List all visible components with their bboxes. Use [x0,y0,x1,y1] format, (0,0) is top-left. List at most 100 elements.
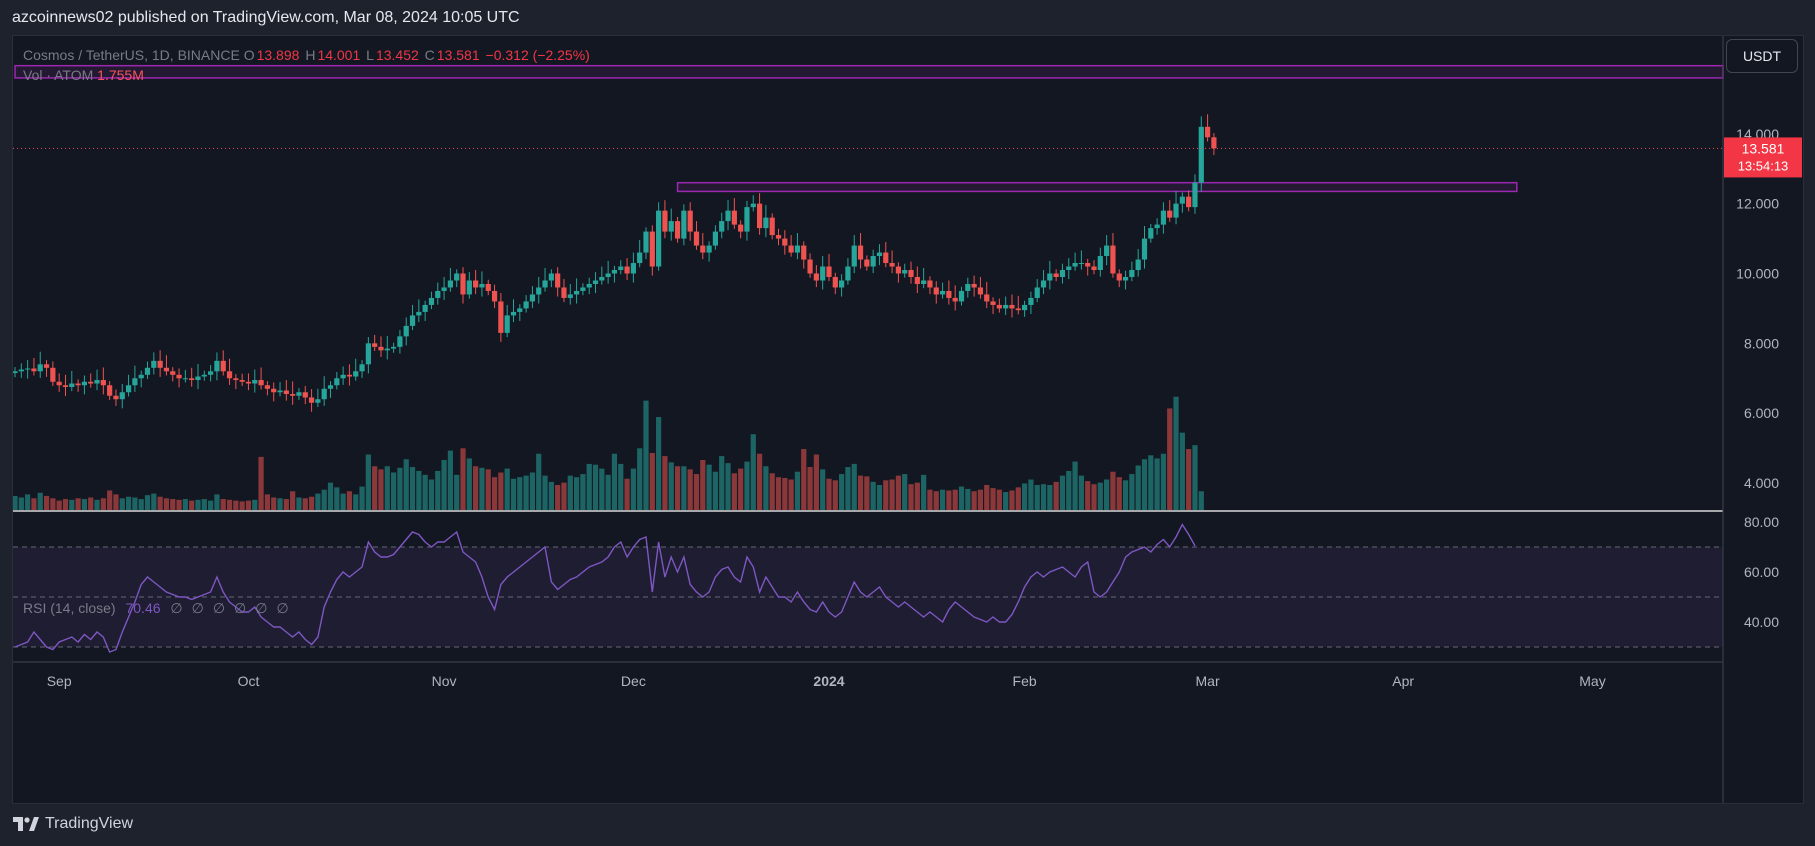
candle [738,220,744,239]
candle [1204,114,1211,142]
candle [50,361,56,386]
volume-bar [731,473,737,510]
candle [706,241,712,262]
candle-body [921,280,927,284]
chart-canvas[interactable]: 16.00014.00012.00010.0008.0006.0004.0008… [12,36,1803,803]
candle-body [775,235,782,239]
close-label: C [424,47,435,63]
candle [782,230,788,255]
volume-bar [441,460,447,510]
volume-bar [271,497,277,510]
candle [889,250,895,274]
volume-bar [1003,492,1009,510]
candle-body [1192,182,1198,208]
candle-body [1104,245,1110,257]
volume-bar [813,454,819,510]
close-value: 13.581 [436,47,480,63]
volume-bar [1135,465,1141,510]
candle-body [245,381,252,384]
volume-label: Vol · ATOM [23,67,94,83]
tradingview-logo[interactable]: TradingView [13,815,133,833]
candle-body [573,290,580,295]
candle [334,371,340,390]
candle [283,380,289,401]
volume-bar [315,493,321,510]
time-tick-label: Nov [432,673,457,689]
candle-body [239,380,245,382]
candle [1129,261,1135,282]
candle [340,366,346,385]
candle [662,200,668,239]
time-tick-label: Sep [47,673,72,689]
volume-bar [820,469,826,510]
time-tick-label: Dec [621,673,646,689]
candle [939,282,946,299]
volume-bar [226,499,233,510]
candle [151,352,157,375]
candle-body [895,266,901,274]
candle [1066,258,1072,280]
chart-area[interactable]: 16.00014.00012.00010.0008.0006.0004.0008… [12,35,1804,804]
candle [1167,200,1173,222]
candle-body [1110,245,1116,274]
last-price-label [1724,137,1802,178]
volume-bar [1167,408,1173,510]
candle-body [592,280,599,284]
candle [731,198,737,229]
candle [321,376,327,406]
candle-body [870,256,876,267]
candle-body [1097,256,1103,271]
volume-bar [31,498,37,510]
volume-bar [447,450,453,510]
volume-bar [1122,480,1129,510]
volume-bar [794,471,801,510]
candle-body [1066,266,1072,271]
volume-bar [1104,479,1110,510]
candle [857,232,864,269]
candle-body [769,217,775,236]
candle-body [75,383,81,386]
candle [864,255,870,271]
candle-body [422,304,428,312]
footer-brand: TradingView [45,815,134,832]
candle-body [31,368,37,372]
candle [485,279,491,296]
rsi-placeholder: ∅ [170,600,183,616]
candle-body [498,301,504,333]
candle-body [523,301,529,309]
candle [902,263,908,278]
candle [1015,295,1021,315]
volume-bar [750,434,756,510]
volume-bar [1066,470,1072,510]
candle-body [1135,259,1141,271]
volume-bar [409,467,416,510]
candle-body [340,374,346,379]
candle [775,228,782,246]
candle [277,382,283,397]
candle [845,258,851,285]
candle [573,278,580,304]
volume-bar [523,475,529,510]
time-tick-label: Mar [1196,673,1220,689]
candle [176,368,182,388]
rsi-value: 70.46 [125,600,161,616]
candle-body [37,364,43,372]
volume-bar [25,494,31,510]
time-tick-label: Feb [1013,673,1037,689]
candle [807,253,813,278]
volume-bar [832,480,838,510]
volume-bar [914,482,920,510]
candle-body [504,315,510,333]
candle [1135,249,1141,277]
candle [687,202,693,241]
candle [170,367,176,382]
candle-body [302,392,308,398]
candle-body [807,259,813,274]
candle-body [586,283,592,288]
candle-body [201,374,207,377]
candle-body [1173,203,1179,218]
currency-button[interactable]: USDT [1726,39,1798,73]
candle [1192,174,1198,214]
candle-body [820,266,826,281]
candle-body [321,388,327,400]
